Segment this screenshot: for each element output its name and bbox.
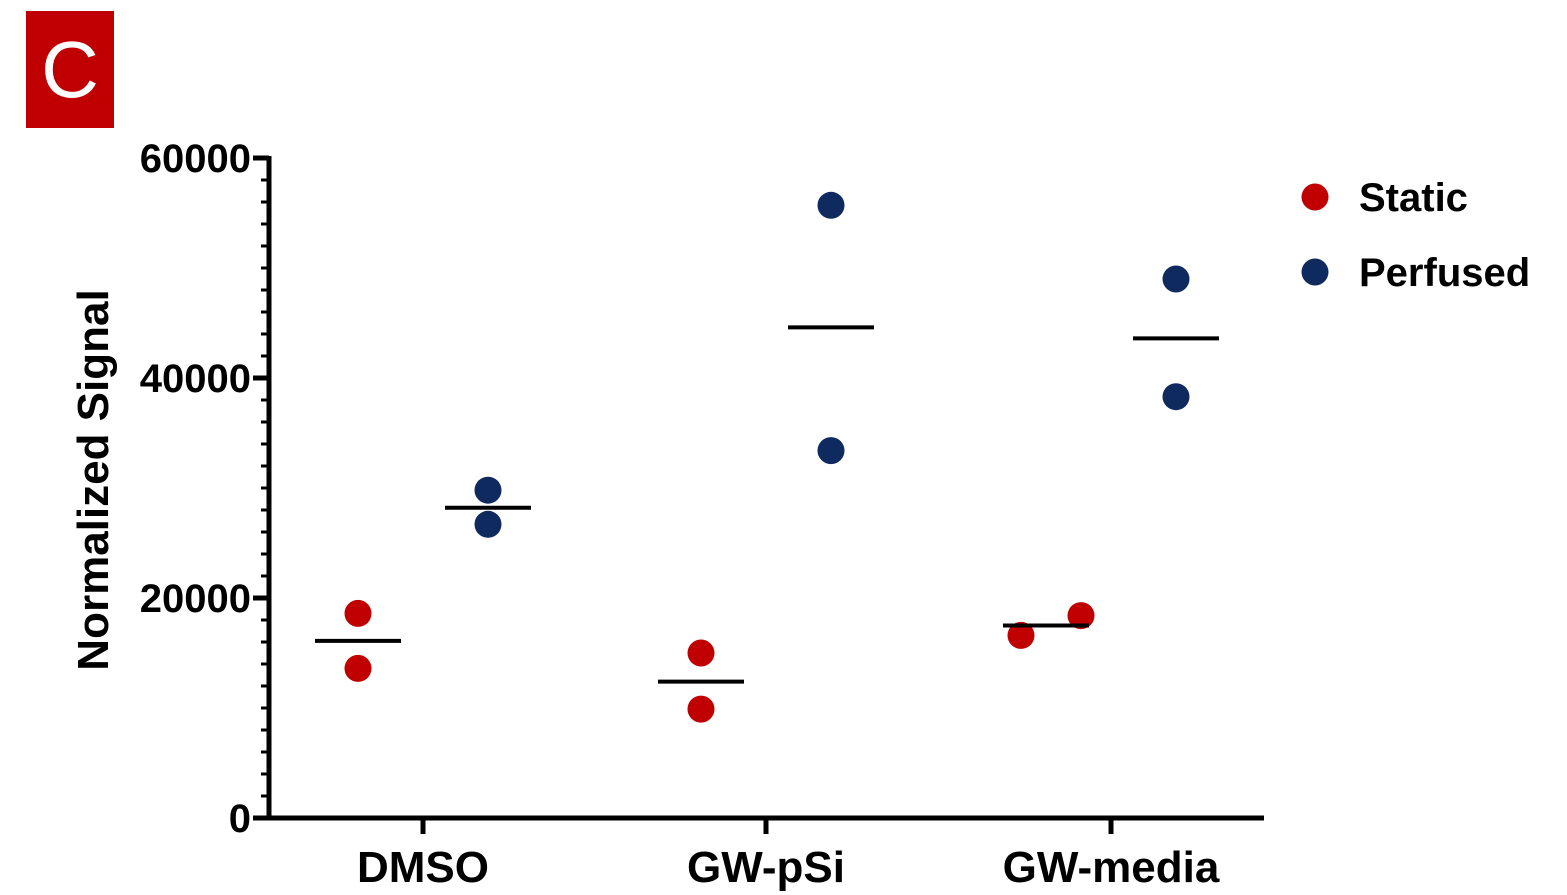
- x-category-label: GW-pSi: [687, 843, 845, 892]
- y-tick-label: 40000: [140, 357, 251, 401]
- data-marks: [315, 191, 1219, 723]
- y-axis-title: Normalized Signal: [69, 289, 118, 670]
- data-point-static: [687, 639, 715, 667]
- y-axis: 0 20000 40000 60000: [140, 137, 272, 841]
- data-point-static: [344, 654, 372, 682]
- x-axis: DMSO GW-pSi GW-media: [267, 815, 1264, 892]
- data-point-perfused: [1162, 383, 1190, 411]
- legend: Static Perfused: [1301, 176, 1530, 295]
- legend-label-static: Static: [1359, 176, 1468, 220]
- data-point-static: [1067, 602, 1095, 630]
- panel-label-badge: C: [26, 11, 114, 128]
- x-category-label: DMSO: [357, 843, 489, 892]
- y-tick-label: 60000: [140, 137, 251, 181]
- data-point-static: [344, 599, 372, 627]
- y-tick-label: 0: [229, 797, 251, 841]
- legend-marker-perfused: [1301, 258, 1329, 286]
- data-point-perfused: [817, 191, 845, 219]
- legend-marker-static: [1301, 183, 1329, 211]
- legend-label-perfused: Perfused: [1359, 251, 1530, 295]
- x-category-label: GW-media: [1003, 843, 1220, 892]
- data-point-perfused: [474, 510, 502, 538]
- data-point-perfused: [474, 476, 502, 504]
- data-point-static: [687, 695, 715, 723]
- data-point-perfused: [817, 437, 845, 465]
- data-point-perfused: [1162, 265, 1190, 293]
- y-tick-label: 20000: [140, 577, 251, 621]
- data-point-static: [1007, 621, 1035, 649]
